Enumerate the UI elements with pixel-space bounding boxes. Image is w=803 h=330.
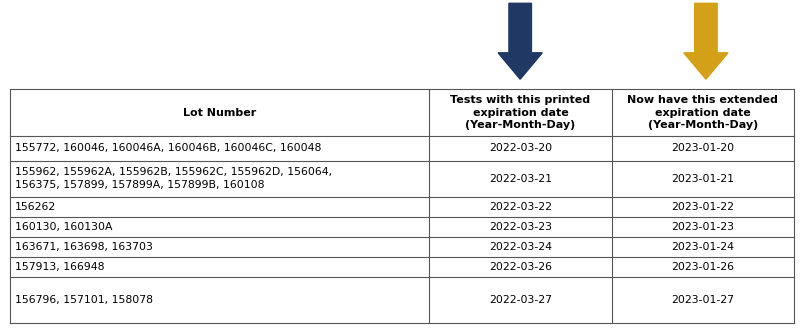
Text: 163671, 163698, 163703: 163671, 163698, 163703 [15, 242, 153, 252]
Text: 2023-01-21: 2023-01-21 [671, 174, 733, 184]
Text: 2022-03-22: 2022-03-22 [488, 202, 552, 212]
FancyArrow shape [498, 3, 541, 79]
Text: Tests with this printed
expiration date
(Year-Month-Day): Tests with this printed expiration date … [450, 95, 590, 130]
Text: 2022-03-26: 2022-03-26 [488, 262, 552, 272]
Text: 2023-01-20: 2023-01-20 [671, 143, 734, 153]
Text: 155962, 155962A, 155962B, 155962C, 155962D, 156064,
156375, 157899, 157899A, 157: 155962, 155962A, 155962B, 155962C, 15596… [15, 167, 332, 190]
Text: 157913, 166948: 157913, 166948 [15, 262, 104, 272]
Text: 2022-03-23: 2022-03-23 [488, 222, 552, 232]
Text: 2023-01-24: 2023-01-24 [671, 242, 733, 252]
Text: 2022-03-21: 2022-03-21 [488, 174, 552, 184]
Text: 2022-03-27: 2022-03-27 [488, 295, 552, 305]
Text: Now have this extended
expiration date
(Year-Month-Day): Now have this extended expiration date (… [626, 95, 777, 130]
Text: 2022-03-24: 2022-03-24 [488, 242, 552, 252]
Text: 2023-01-27: 2023-01-27 [671, 295, 733, 305]
Bar [10, 89, 793, 323]
Text: 2023-01-26: 2023-01-26 [671, 262, 733, 272]
Text: 2023-01-22: 2023-01-22 [671, 202, 733, 212]
Text: 160130, 160130A: 160130, 160130A [15, 222, 112, 232]
Text: Lot Number: Lot Number [183, 108, 256, 117]
Text: 155772, 160046, 160046A, 160046B, 160046C, 160048: 155772, 160046, 160046A, 160046B, 160046… [15, 143, 321, 153]
Text: 156262: 156262 [15, 202, 56, 212]
Text: 2023-01-23: 2023-01-23 [671, 222, 733, 232]
FancyArrow shape [683, 3, 728, 79]
Text: 2022-03-20: 2022-03-20 [488, 143, 552, 153]
Text: 156796, 157101, 158078: 156796, 157101, 158078 [15, 295, 153, 305]
